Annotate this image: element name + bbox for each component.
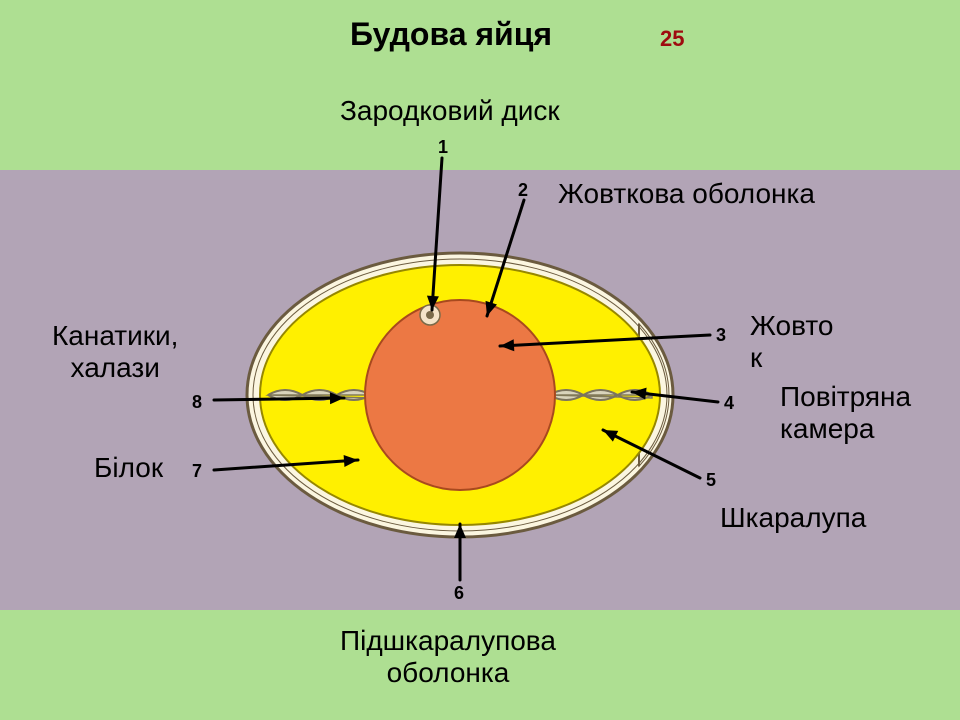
label-l4: Повітряна камера — [780, 381, 911, 445]
page-title: Будова яйця — [350, 16, 552, 53]
callout-number-4: 4 — [724, 393, 734, 414]
callout-number-2: 2 — [518, 180, 528, 201]
label-l2: Жовткова оболонка — [558, 178, 815, 210]
diagram-stage: Будова яйця25Зародковий дискЖовткова обо… — [0, 0, 960, 720]
callout-number-7: 7 — [192, 461, 202, 482]
callout-number-5: 5 — [706, 470, 716, 491]
callout-number-1: 1 — [438, 137, 448, 158]
label-l1: Зародковий диск — [340, 95, 560, 127]
slide-number: 25 — [660, 26, 684, 52]
germinal-disc-center — [426, 311, 434, 319]
callout-number-8: 8 — [192, 392, 202, 413]
label-l7: Білок — [94, 452, 163, 484]
egg-yolk — [365, 300, 555, 490]
label-l6: Підшкаралупова оболонка — [340, 625, 556, 689]
label-l3: Жовто к — [750, 310, 833, 374]
callout-number-6: 6 — [454, 583, 464, 604]
label-l8: Канатики, халази — [52, 320, 178, 384]
callout-number-3: 3 — [716, 325, 726, 346]
label-l5: Шкаралупа — [720, 502, 866, 534]
